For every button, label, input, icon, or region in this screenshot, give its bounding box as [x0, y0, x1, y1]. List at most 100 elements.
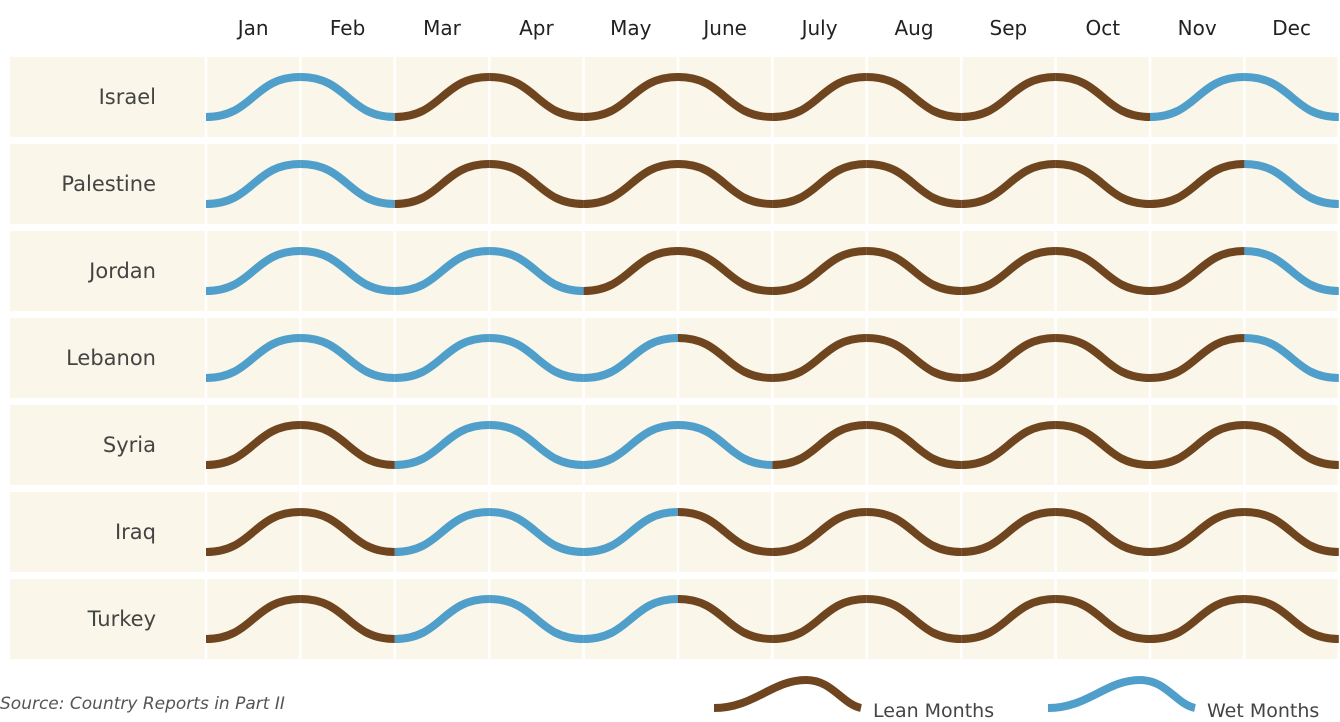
month-label-oct: Oct: [1086, 16, 1121, 40]
wave-turkey-aug-lean: [866, 595, 962, 643]
month-label-feb: Feb: [330, 16, 365, 40]
wave-iraq-jan-lean: [205, 508, 301, 556]
source-note: Source: Country Reports in Part II: [0, 694, 285, 714]
month-label-mar: Mar: [423, 16, 462, 40]
legend-swatch-lean: [713, 675, 863, 712]
wave-syria-sep-lean: [961, 421, 1056, 469]
month-label-jan: Jan: [236, 16, 269, 40]
wave-palestine-july-lean: [772, 160, 867, 208]
wave-jordan-dec-wet: [1244, 247, 1339, 295]
wave-jordan-nov-lean: [1149, 247, 1245, 295]
row-band-palestine: [10, 144, 1340, 224]
wave-iraq-june-lean: [677, 508, 773, 556]
wave-turkey-may-wet: [583, 595, 679, 643]
row-band-turkey: [10, 579, 1340, 659]
wave-iraq-oct-lean: [1055, 508, 1151, 556]
wave-syria-mar-wet: [394, 421, 490, 469]
wave-syria-feb-lean: [300, 421, 395, 469]
row-label-jordan: Jordan: [87, 259, 156, 283]
wave-turkey-sep-lean: [961, 595, 1056, 643]
wave-lebanon-mar-wet: [394, 334, 490, 382]
wave-turkey-mar-wet: [394, 595, 490, 643]
wave-palestine-oct-lean: [1055, 160, 1151, 208]
month-label-aug: Aug: [894, 16, 933, 40]
wave-iraq-may-wet: [583, 508, 679, 556]
wave-jordan-oct-lean: [1055, 247, 1151, 295]
wave-lebanon-sep-lean: [961, 334, 1056, 382]
wave-syria-oct-lean: [1055, 421, 1151, 469]
wave-iraq-nov-lean: [1149, 508, 1245, 556]
wave-iraq-dec-lean: [1244, 508, 1339, 556]
wave-syria-dec-lean: [1244, 421, 1339, 469]
wave-palestine-apr-lean: [489, 160, 584, 208]
wave-lebanon-may-wet: [583, 334, 679, 382]
row-label-iraq: Iraq: [115, 520, 156, 544]
row-label-syria: Syria: [103, 433, 156, 457]
wave-lebanon-oct-lean: [1055, 334, 1151, 382]
month-label-apr: Apr: [519, 16, 554, 40]
row-band-jordan: [10, 231, 1340, 311]
legend: Lean Months Wet Months: [713, 675, 1319, 722]
row-bands: [10, 57, 1340, 659]
wave-turkey-apr-wet: [489, 595, 584, 643]
row-band-israel: [10, 57, 1340, 137]
row-band-syria: [10, 405, 1340, 485]
wave-israel-june-lean: [677, 73, 773, 121]
wave-iraq-apr-wet: [489, 508, 584, 556]
wave-jordan-mar-wet: [394, 247, 490, 295]
wave-israel-mar-lean: [394, 73, 490, 121]
wave-jordan-feb-wet: [300, 247, 395, 295]
wave-jordan-aug-lean: [866, 247, 962, 295]
month-label-dec: Dec: [1272, 16, 1311, 40]
legend-label-lean: Lean Months: [873, 700, 994, 722]
wave-syria-july-lean: [772, 421, 867, 469]
wave-iraq-aug-lean: [866, 508, 962, 556]
wave-turkey-dec-lean: [1244, 595, 1339, 643]
wave-lebanon-feb-wet: [300, 334, 395, 382]
wave-israel-may-lean: [583, 73, 679, 121]
wave-israel-jan-wet: [205, 73, 301, 121]
wave-syria-aug-lean: [866, 421, 962, 469]
row-label-palestine: Palestine: [61, 172, 156, 196]
month-axis: Jan Feb Mar Apr May June July Aug Sep Oct Nov Dec: [236, 16, 1311, 40]
month-label-may: May: [610, 16, 652, 40]
wave-israel-nov-wet: [1149, 73, 1245, 121]
wave-syria-jan-lean: [205, 421, 301, 469]
wave-iraq-sep-lean: [961, 508, 1056, 556]
wave-syria-june-wet: [677, 421, 773, 469]
wave-palestine-june-lean: [677, 160, 773, 208]
wave-jordan-june-lean: [677, 247, 773, 295]
wave-israel-july-lean: [772, 73, 867, 121]
wave-turkey-june-lean: [677, 595, 773, 643]
row-label-lebanon: Lebanon: [66, 346, 156, 370]
wave-syria-apr-wet: [489, 421, 584, 469]
wave-palestine-feb-wet: [300, 160, 395, 208]
wave-lebanon-nov-lean: [1149, 334, 1245, 382]
wave-israel-oct-lean: [1055, 73, 1151, 121]
row-label-turkey: Turkey: [87, 607, 156, 631]
country-axis: Israel Palestine Jordan Lebanon Syria Iraq Tur…: [61, 85, 156, 631]
wave-palestine-nov-lean: [1149, 160, 1245, 208]
month-gridlines: [204, 57, 1340, 659]
wave-israel-apr-lean: [489, 73, 584, 121]
row-band-iraq: [10, 492, 1340, 572]
wave-lebanon-dec-wet: [1244, 334, 1339, 382]
wave-turkey-jan-lean: [205, 595, 301, 643]
wave-palestine-dec-wet: [1244, 160, 1339, 208]
wave-palestine-jan-wet: [205, 160, 301, 208]
wave-turkey-nov-lean: [1149, 595, 1245, 643]
wave-jordan-apr-wet: [489, 247, 584, 295]
wave-turkey-oct-lean: [1055, 595, 1151, 643]
wave-turkey-july-lean: [772, 595, 867, 643]
wave-iraq-feb-lean: [300, 508, 395, 556]
wave-palestine-sep-lean: [961, 160, 1056, 208]
wave-israel-sep-lean: [961, 73, 1056, 121]
wave-lebanon-july-lean: [772, 334, 867, 382]
wave-palestine-aug-lean: [866, 160, 962, 208]
wave-lebanon-apr-wet: [489, 334, 584, 382]
legend-label-wet: Wet Months: [1207, 700, 1319, 722]
row-band-lebanon: [10, 318, 1340, 398]
wave-palestine-mar-lean: [394, 160, 490, 208]
wave-lebanon-june-lean: [677, 334, 773, 382]
